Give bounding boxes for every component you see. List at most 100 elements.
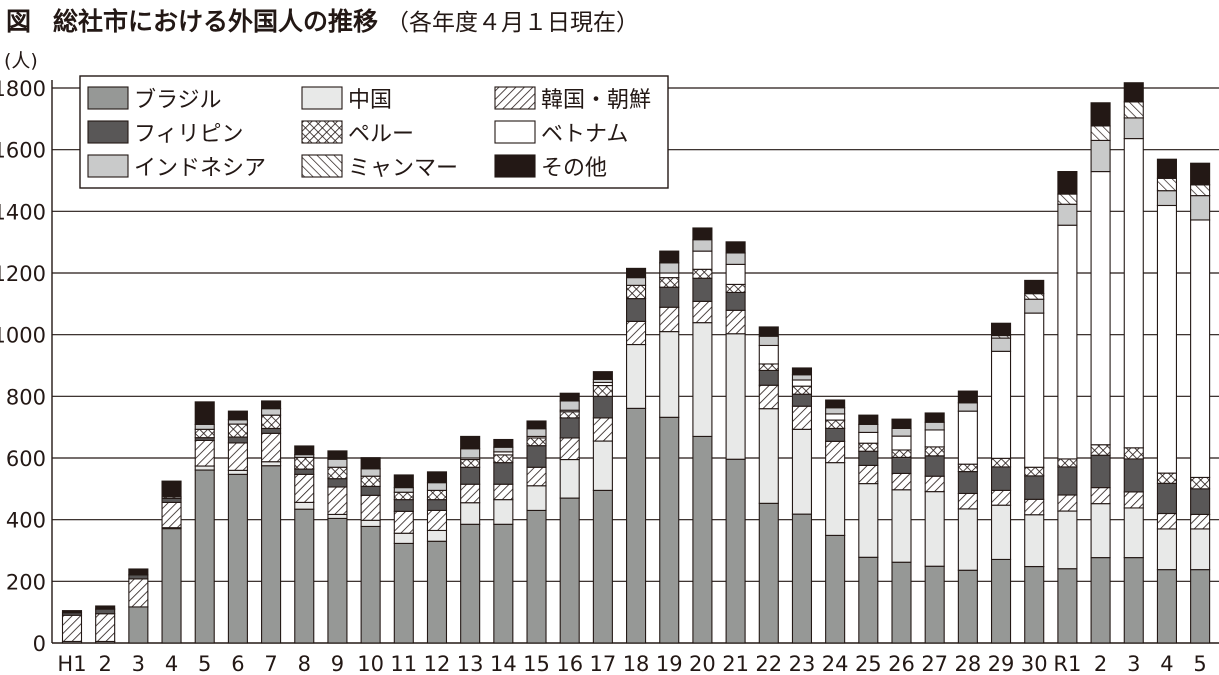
bar-segment-6 [659, 262, 680, 274]
bar-segment-4 [1190, 476, 1211, 490]
bar-segment-8 [393, 474, 414, 489]
bar-segment-0 [1090, 557, 1111, 644]
x-tick-label: 19 [656, 652, 683, 675]
title-main: 総社市における外国人の推移 [53, 7, 379, 36]
bar-segment-1 [858, 483, 879, 558]
bar-segment-0 [294, 508, 315, 644]
x-tick-label: 24 [822, 652, 849, 675]
bar-segment-1 [493, 499, 514, 525]
bar-segment-8 [294, 445, 315, 456]
bar-segment-3 [924, 455, 945, 477]
bar-segment-8 [692, 227, 713, 241]
bar-segment-2 [294, 473, 315, 503]
bar-segment-1 [294, 501, 315, 510]
bar-segment-2 [990, 489, 1012, 506]
bar-segment-2 [360, 494, 381, 521]
bar-segment-8 [161, 480, 182, 498]
bar-stack [61, 610, 83, 644]
bar-segment-4 [294, 456, 315, 470]
bar-segment-3 [493, 462, 514, 485]
bar-stack [825, 399, 846, 644]
bar-segment-4 [194, 428, 215, 439]
bar-segment-1 [559, 458, 580, 499]
bar-segment-2 [1156, 512, 1177, 530]
x-tick-label: 22 [755, 652, 782, 675]
bar-stack [692, 227, 713, 644]
bar-segment-3 [1190, 488, 1211, 515]
bar-segment-1 [825, 462, 846, 536]
y-tick-label: 1200 [0, 262, 46, 286]
x-tick-label: R1 [1053, 652, 1081, 675]
bar-segment-8 [592, 371, 613, 380]
bar-segment-6 [261, 408, 282, 416]
bar-segment-4 [1090, 444, 1111, 456]
bar-segment-3 [161, 497, 182, 503]
bar-segment-2 [1090, 487, 1111, 505]
x-tick-label: 4 [1160, 652, 1173, 675]
bar-segment-1 [360, 519, 381, 527]
x-tick-label: 5 [198, 652, 211, 675]
bar-stack [891, 418, 912, 644]
legend-label: ミャンマー [348, 156, 458, 181]
bar-segment-4 [825, 419, 846, 429]
legend-swatch [494, 154, 536, 178]
bar-segment-8 [891, 418, 912, 429]
bar-segment-6 [725, 252, 746, 265]
x-tick-label: 29 [988, 652, 1015, 675]
x-tick-label: 5 [1193, 652, 1206, 675]
bar-segment-3 [626, 298, 647, 322]
bar-segment-2 [95, 613, 116, 643]
bar-segment-1 [327, 513, 348, 519]
bar-stack [924, 412, 945, 644]
x-tick-label: 14 [490, 652, 517, 675]
bar-segment-6 [692, 239, 713, 252]
bar-segment-5 [791, 379, 813, 387]
bar-segment-5 [725, 263, 746, 285]
y-axis-unit: (人) [4, 50, 38, 72]
bar-segment-8 [626, 267, 647, 279]
bar-segment-3 [791, 393, 813, 407]
bar-segment-6 [791, 374, 813, 381]
bar-segment-1 [526, 485, 547, 511]
bar-segment-8 [1024, 279, 1045, 295]
bar-segment-8 [791, 367, 813, 376]
x-tick-label: 6 [231, 652, 244, 675]
bar-stack [327, 450, 348, 644]
legend-box [79, 75, 669, 189]
legend-swatch [87, 86, 129, 110]
bar-segment-0 [924, 565, 945, 644]
bar-segment-4 [692, 268, 713, 279]
bar-segment-3 [858, 450, 879, 466]
bar-segment-1 [426, 529, 448, 542]
bar-segment-3 [327, 478, 348, 488]
bar-segment-1 [1090, 503, 1111, 559]
bar-segment-4 [1057, 458, 1078, 468]
bar-stack [626, 267, 647, 644]
bar-segment-8 [990, 322, 1012, 337]
x-tick-label: 3 [1127, 652, 1140, 675]
bar-segment-3 [559, 417, 580, 439]
bar-segment-4 [426, 489, 448, 501]
bar-segment-0 [493, 523, 514, 644]
bar-segment-7 [1123, 101, 1144, 119]
bar-stack [1024, 279, 1045, 644]
bar-segment-2 [227, 442, 248, 471]
bar-segment-6 [957, 402, 978, 412]
legend-label: 中国 [348, 88, 392, 113]
bar-segment-6 [1156, 190, 1177, 207]
bar-segment-5 [957, 410, 978, 465]
legend-item: インドネシア [87, 154, 266, 181]
bar-stack [393, 474, 414, 644]
bar-segment-6 [227, 419, 248, 425]
bar-segment-0 [725, 458, 746, 644]
bar-segment-6 [1090, 139, 1111, 173]
bar-segment-0 [1024, 565, 1045, 644]
bar-stack [360, 457, 381, 644]
bar-segment-0 [426, 540, 448, 644]
bar-segment-3 [825, 427, 846, 442]
y-tick-label: 800 [6, 385, 46, 409]
bar-segment-3 [1024, 475, 1045, 500]
bar-stack [426, 471, 448, 644]
bar-segment-6 [626, 277, 647, 286]
bar-segment-2 [161, 501, 182, 529]
